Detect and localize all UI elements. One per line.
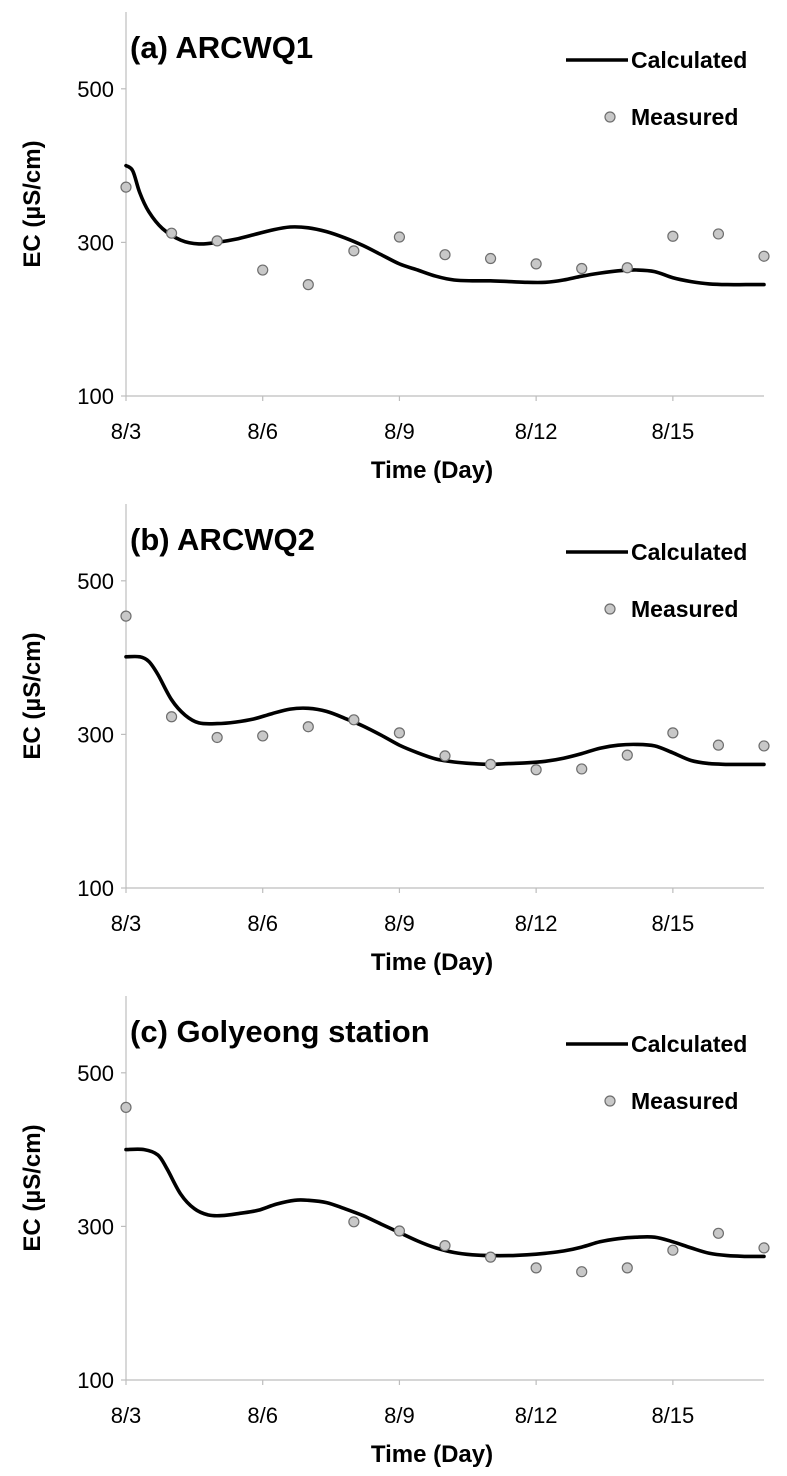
measured-point-c <box>439 1240 451 1252</box>
legend-calculated-label-a: Calculated <box>631 47 747 73</box>
y-tick-label-b: 100 <box>77 876 114 901</box>
calculated-series-line-c <box>124 1147 766 1259</box>
measured-point-a <box>257 264 269 276</box>
measured-point-c <box>712 1227 725 1239</box>
measured-point-a <box>165 227 178 239</box>
chart-panel-c: 100 300 500 8/3 8/6 8/9 8/12 8/15 Time (Day) EC (… <box>0 984 787 1476</box>
x-tick-label-b: 8/6 <box>247 911 278 936</box>
chart-title-b: (b) ARCWQ2 <box>130 522 315 557</box>
measured-point-c <box>393 1225 406 1237</box>
y-axis-title-c: EC (µS/cm) <box>19 1124 46 1251</box>
measured-point-c <box>621 1262 633 1274</box>
x-tick-label-b: 8/12 <box>515 911 558 936</box>
legend-calculated-label-c: Calculated <box>631 1031 747 1057</box>
x-tick-label-a: 8/6 <box>247 419 278 444</box>
calculated-series-line-a <box>124 163 766 287</box>
legend-calculated-label-b: Calculated <box>631 539 747 565</box>
chart-c-svg: 100 300 500 8/3 8/6 8/9 8/12 8/15 Time (Day) EC (… <box>19 996 770 1468</box>
y-tick-label-a: 100 <box>77 384 114 409</box>
y-axis-title-a: EC (µS/cm) <box>19 140 46 267</box>
measured-point-a <box>302 279 314 291</box>
x-tick-label-a: 8/9 <box>384 419 415 444</box>
y-tick-label-a: 500 <box>77 77 114 102</box>
measured-point-a <box>530 258 542 270</box>
measured-point-c <box>348 1216 360 1228</box>
measured-point-a <box>484 252 497 265</box>
legend-measured-marker-a <box>604 111 616 123</box>
measured-point-c <box>667 1244 679 1256</box>
measured-point-a <box>758 250 770 262</box>
legend-measured-label-c: Measured <box>631 1088 738 1114</box>
y-tick-label-a: 300 <box>77 230 114 255</box>
chart-panel-b: 100 300 500 8/3 8/6 8/9 8/12 8/15 Time (Day) EC (… <box>0 492 787 984</box>
y-axis-title-b: EC (µS/cm) <box>19 632 46 759</box>
measured-point-b <box>484 758 497 770</box>
x-tick-label-c: 8/6 <box>247 1403 278 1428</box>
measured-point-b <box>393 727 406 739</box>
x-tick-label-b: 8/9 <box>384 911 415 936</box>
measured-point-a <box>439 249 451 261</box>
y-tick-label-c: 100 <box>77 1368 114 1393</box>
y-tick-label-b: 500 <box>77 569 114 594</box>
measured-point-c <box>530 1262 542 1274</box>
measured-point-c <box>576 1266 588 1278</box>
x-axis-title-a: Time (Day) <box>371 457 493 484</box>
measured-point-b <box>211 731 223 744</box>
legend-measured-marker-b <box>604 603 616 615</box>
x-tick-label-c: 8/12 <box>515 1403 558 1428</box>
y-tick-label-c: 500 <box>77 1061 114 1086</box>
y-tick-label-c: 300 <box>77 1214 114 1239</box>
x-tick-label-a: 8/15 <box>651 419 694 444</box>
measured-point-a <box>348 245 360 257</box>
measured-point-b <box>439 750 451 762</box>
measured-point-a <box>667 230 679 242</box>
x-tick-label-c: 8/9 <box>384 1403 415 1428</box>
measured-point-b <box>667 727 679 739</box>
measured-point-a <box>393 231 406 243</box>
measured-point-b <box>165 711 178 723</box>
measured-point-a <box>621 262 633 274</box>
chart-b-svg: 100 300 500 8/3 8/6 8/9 8/12 8/15 Time (Day) EC (… <box>19 504 770 976</box>
chart-title-c: (c) Golyeong station <box>130 1014 430 1049</box>
measured-point-c <box>484 1251 497 1263</box>
measured-point-b <box>302 721 314 733</box>
x-tick-label-b: 8/3 <box>111 911 142 936</box>
x-axis-title-b: Time (Day) <box>371 949 493 976</box>
measured-point-c <box>758 1242 770 1254</box>
x-tick-label-a: 8/12 <box>515 419 558 444</box>
measured-point-b <box>576 763 588 775</box>
x-tick-label-b: 8/15 <box>651 911 694 936</box>
measured-point-a <box>120 181 132 193</box>
measured-point-a <box>712 228 725 240</box>
measured-point-c <box>120 1101 132 1113</box>
measured-point-b <box>257 730 269 742</box>
measured-point-b <box>758 740 770 752</box>
calculated-series-line-b <box>124 654 766 767</box>
x-tick-label-c: 8/15 <box>651 1403 694 1428</box>
chart-title-a: (a) ARCWQ1 <box>130 30 313 65</box>
measured-point-b <box>348 714 360 726</box>
measured-point-b <box>621 749 633 761</box>
x-tick-label-c: 8/3 <box>111 1403 142 1428</box>
measured-point-a <box>576 262 588 275</box>
chart-panel-a: 100 300 500 8/3 8/6 8/9 8/12 8/15 Time (Day) EC (… <box>0 0 787 492</box>
measured-point-b <box>120 610 132 622</box>
x-tick-label-a: 8/3 <box>111 419 142 444</box>
measured-point-b <box>530 764 542 776</box>
measured-point-a <box>211 235 223 247</box>
x-axis-title-c: Time (Day) <box>371 1441 493 1468</box>
y-tick-label-b: 300 <box>77 722 114 747</box>
chart-a-svg: 100 300 500 8/3 8/6 8/9 8/12 8/15 Time (Day) EC (… <box>19 12 770 484</box>
legend-measured-label-b: Measured <box>631 596 738 622</box>
legend-measured-label-a: Measured <box>631 104 738 130</box>
measured-point-b <box>712 739 725 751</box>
legend-measured-marker-c <box>604 1095 616 1107</box>
